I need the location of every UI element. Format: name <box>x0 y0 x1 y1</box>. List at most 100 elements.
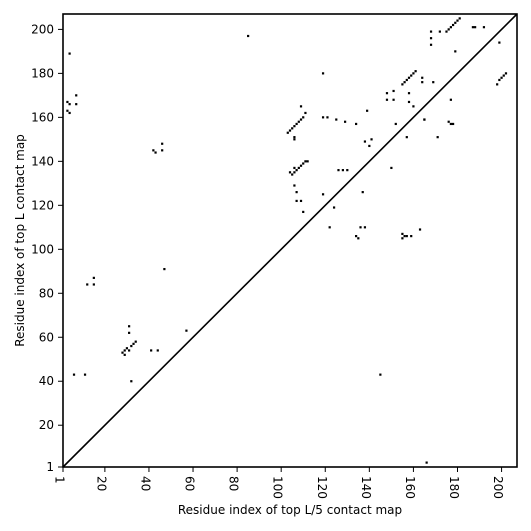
contact-point <box>355 122 358 126</box>
contact-point <box>500 76 503 79</box>
contact-point <box>414 70 417 73</box>
contact-point <box>432 81 435 84</box>
contact-point <box>390 166 393 170</box>
contact-point <box>449 122 452 126</box>
contact-point <box>68 111 71 115</box>
x-tick-label: 40 <box>138 476 152 491</box>
contact-point <box>436 136 439 139</box>
contact-point <box>68 103 71 106</box>
contact-point <box>458 17 461 20</box>
contact-point <box>401 237 404 240</box>
contact-point <box>75 103 78 106</box>
contact-point <box>451 122 455 126</box>
contact-point <box>410 235 413 238</box>
contact-point <box>335 118 338 121</box>
contact-point <box>130 344 133 348</box>
contact-point <box>449 26 452 29</box>
contact-point <box>429 30 433 33</box>
contact-point <box>321 72 325 75</box>
contact-point <box>423 118 426 121</box>
contact-point <box>66 109 69 112</box>
contact-point <box>346 169 349 172</box>
contact-point <box>134 340 137 343</box>
contact-point <box>425 461 428 464</box>
plot-frame <box>62 13 518 468</box>
contact-point <box>286 131 289 134</box>
contact-point <box>288 171 292 174</box>
contact-point <box>291 127 294 130</box>
x-axis-ticks: 1 20 40 60 80 100 120 140 160 180 200 <box>53 467 505 499</box>
contact-point <box>293 125 296 128</box>
contact-point <box>304 111 307 115</box>
contact-point <box>128 331 131 334</box>
contact-point <box>92 276 95 279</box>
contact-point <box>498 78 501 82</box>
contact-point <box>498 41 501 44</box>
contact-point <box>156 349 159 352</box>
contact-point <box>297 120 300 123</box>
contact-point <box>447 120 450 123</box>
contact-point <box>293 138 296 141</box>
y-tick-label: 1 <box>46 460 54 474</box>
contact-point <box>321 116 325 119</box>
y-tick-label: 60 <box>39 330 54 344</box>
contact-point <box>401 232 404 235</box>
contact-point <box>66 100 69 104</box>
diagonal-line <box>62 13 518 468</box>
contact-point <box>299 105 303 108</box>
contact-point <box>295 191 298 194</box>
contact-point <box>418 228 422 231</box>
contact-point <box>293 184 296 187</box>
y-tick-label: 80 <box>39 286 54 300</box>
contact-point <box>445 30 448 33</box>
contact-point <box>299 199 303 203</box>
contact-point <box>359 226 362 229</box>
contact-point <box>429 43 433 46</box>
x-tick-label: 200 <box>491 476 505 499</box>
contact-point <box>293 166 296 170</box>
contact-point <box>75 94 78 97</box>
y-tick-label: 100 <box>31 242 54 256</box>
contact-point <box>379 373 382 376</box>
contact-point <box>438 30 441 33</box>
contact-point <box>407 76 411 79</box>
contact-point <box>456 19 459 22</box>
contact-point <box>502 74 505 77</box>
contact-point <box>328 226 331 229</box>
x-tick-label: 20 <box>94 476 108 491</box>
x-axis-label: Residue index of top L/5 contact map <box>178 503 402 517</box>
contact-point <box>449 98 452 101</box>
x-tick-label: 160 <box>403 476 417 499</box>
y-tick-label: 180 <box>31 66 54 80</box>
contact-point <box>295 199 298 203</box>
contact-point <box>407 92 411 95</box>
contact-point <box>412 72 415 75</box>
contact-point <box>125 347 129 350</box>
contact-point <box>152 149 155 152</box>
contact-point <box>454 50 457 53</box>
contact-point <box>337 169 340 172</box>
contact-point <box>92 283 95 286</box>
y-tick-label: 20 <box>39 418 54 432</box>
contact-point <box>357 237 360 240</box>
contact-point <box>355 235 358 238</box>
contact-point <box>447 28 450 31</box>
contact-point <box>385 92 389 95</box>
contact-point <box>326 116 329 119</box>
x-tick-label: 1 <box>53 476 67 484</box>
contact-point <box>429 37 433 40</box>
contact-point <box>291 173 294 176</box>
contact-point <box>302 210 305 214</box>
contact-point <box>154 151 157 154</box>
contact-point <box>412 105 415 108</box>
contact-point <box>128 325 131 328</box>
contact-point <box>163 267 166 271</box>
contact-point <box>128 349 131 352</box>
contact-point <box>403 235 406 238</box>
contact-point <box>405 78 408 82</box>
contact-point <box>302 162 305 165</box>
contact-point <box>306 160 309 163</box>
x-tick-label: 60 <box>183 476 197 491</box>
contact-point <box>83 373 87 376</box>
